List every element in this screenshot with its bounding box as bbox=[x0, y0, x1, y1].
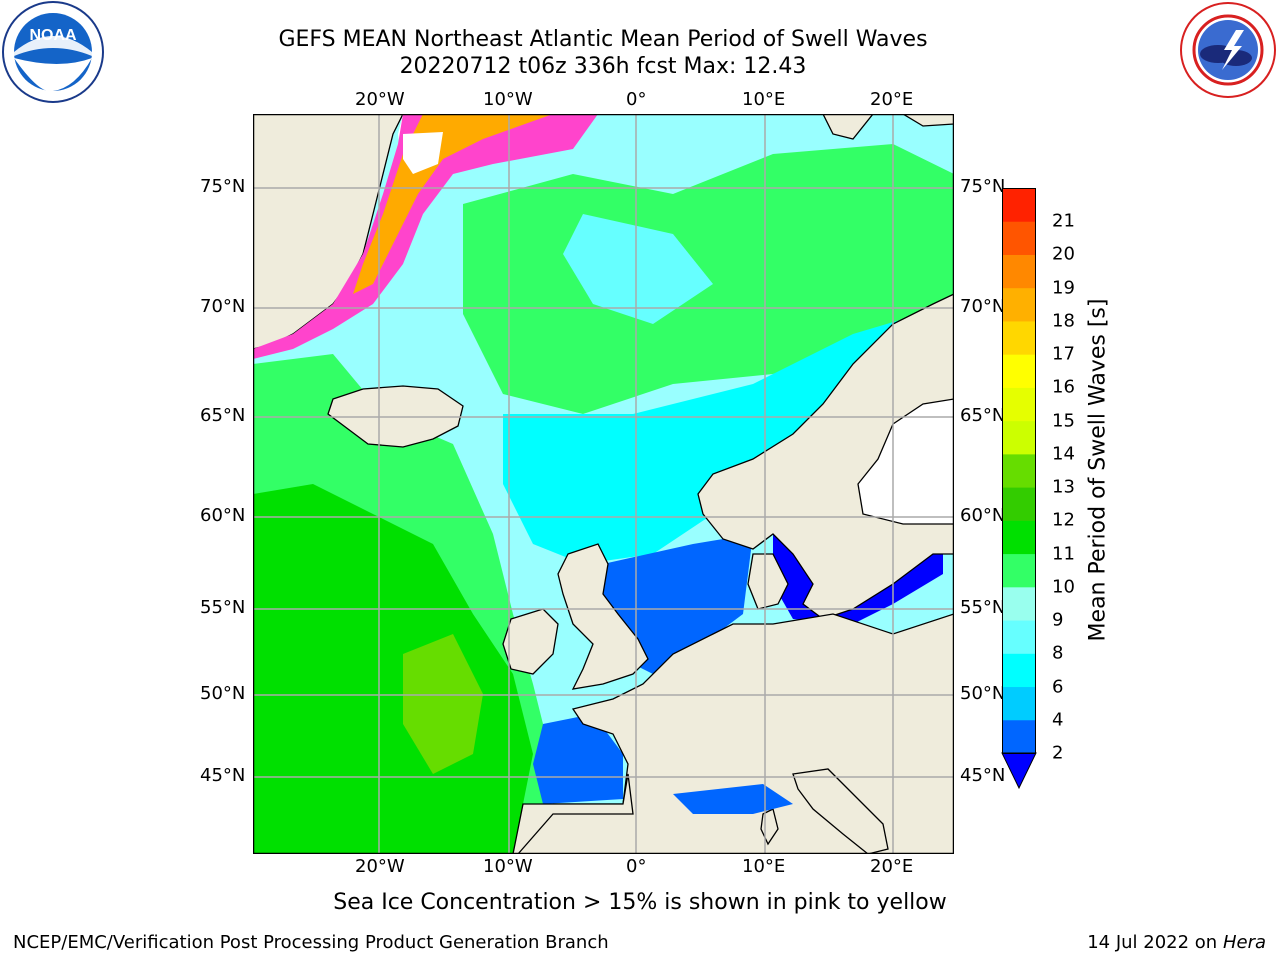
colorbar-tick-label: 17 bbox=[1052, 343, 1075, 365]
colorbar-segment bbox=[1002, 254, 1036, 289]
sea-ice-white-inner bbox=[403, 132, 443, 174]
swell-blue-biscay bbox=[533, 714, 623, 804]
graticule bbox=[253, 114, 954, 854]
lat-label-right: 50°N bbox=[960, 683, 1006, 704]
nws-logo bbox=[1180, 2, 1276, 98]
colorbar-segment bbox=[1002, 320, 1036, 355]
colorbar-segment bbox=[1002, 221, 1036, 255]
lat-label-left: 70°N bbox=[200, 296, 246, 317]
colorbar-segment bbox=[1002, 520, 1036, 555]
map-panel bbox=[253, 114, 954, 854]
land-ireland bbox=[502, 608, 559, 675]
noaa-logo: NOAA bbox=[2, 1, 104, 103]
colorbar-segment bbox=[1002, 620, 1036, 654]
footer-date: 14 Jul 2022 on Hera bbox=[1087, 932, 1266, 953]
land-italy bbox=[792, 768, 889, 854]
colorbar-tick-label: 10 bbox=[1052, 576, 1075, 598]
lon-label-top: 0° bbox=[626, 89, 647, 110]
colorbar-segment bbox=[1002, 653, 1036, 688]
lon-label-bottom: 10°W bbox=[483, 856, 533, 877]
colorbar bbox=[1001, 188, 1037, 790]
colorbar-tick-label: 20 bbox=[1052, 243, 1075, 265]
colorbar-tick-label: 6 bbox=[1052, 676, 1064, 698]
swell-yellowgreen bbox=[403, 634, 483, 774]
colorbar-tick-label: 16 bbox=[1052, 376, 1075, 398]
lat-label-left: 60°N bbox=[200, 505, 246, 526]
lat-label-right: 75°N bbox=[960, 176, 1006, 197]
lon-label-top: 10°W bbox=[483, 89, 533, 110]
swell-green-deep bbox=[253, 484, 533, 854]
colorbar-segment bbox=[1002, 719, 1036, 754]
lon-label-bottom: 20°W bbox=[355, 856, 405, 877]
colorbar-tick-label: 15 bbox=[1052, 410, 1075, 432]
colorbar-segment bbox=[1002, 586, 1036, 621]
land-iberia bbox=[512, 773, 634, 854]
colorbar-segment bbox=[1002, 553, 1036, 588]
footer-organization: NCEP/EMC/Verification Post Processing Pr… bbox=[13, 932, 609, 953]
colorbar-segment bbox=[1002, 354, 1036, 388]
swell-cyan-norway bbox=[503, 304, 954, 564]
lat-label-right: 70°N bbox=[960, 296, 1006, 317]
land-svalbard bbox=[822, 114, 874, 140]
colorbar-frame bbox=[1002, 188, 1036, 754]
lon-label-top: 20°E bbox=[870, 89, 914, 110]
colorbar-tick-label: 8 bbox=[1052, 642, 1064, 664]
lat-label-left: 50°N bbox=[200, 683, 246, 704]
colorbar-segment bbox=[1002, 387, 1036, 422]
land-denmark bbox=[747, 553, 789, 610]
colorbar-tick-label: 21 bbox=[1052, 210, 1075, 232]
lat-label-right: 45°N bbox=[960, 765, 1006, 786]
colorbar-segment bbox=[1002, 453, 1036, 488]
lon-label-bottom: 0° bbox=[626, 856, 647, 877]
lat-label-left: 45°N bbox=[200, 765, 246, 786]
footer-date-text: 14 Jul 2022 on bbox=[1087, 932, 1223, 953]
colorbar-tick-label: 13 bbox=[1052, 476, 1075, 498]
lat-label-left: 75°N bbox=[200, 176, 246, 197]
lon-label-bottom: 10°E bbox=[742, 856, 786, 877]
colorbar-segment bbox=[1002, 287, 1036, 322]
lat-label-right: 55°N bbox=[960, 597, 1006, 618]
title-line-2: 20220712 t06z 336h fcst Max: 12.43 bbox=[399, 54, 807, 79]
colorbar-segment bbox=[1002, 686, 1036, 721]
colorbar-extend-min bbox=[1001, 752, 1037, 790]
colorbar-tick-label: 14 bbox=[1052, 443, 1075, 465]
land-scandinavia bbox=[697, 293, 954, 620]
colorbar-tick-label: 12 bbox=[1052, 509, 1075, 531]
lat-label-left: 55°N bbox=[200, 597, 246, 618]
colorbar-tick-label: 11 bbox=[1052, 543, 1075, 565]
colorbar-tick-label: 18 bbox=[1052, 310, 1075, 332]
colorbar-segment bbox=[1002, 487, 1036, 521]
lat-label-left: 65°N bbox=[200, 405, 246, 426]
noaa-logo-text: NOAA bbox=[29, 27, 77, 44]
lon-label-bottom: 20°E bbox=[870, 856, 914, 877]
colorbar-segment bbox=[1002, 188, 1036, 222]
land-finland-white bbox=[857, 398, 954, 525]
swell-blue-med2 bbox=[673, 784, 793, 814]
lat-label-right: 60°N bbox=[960, 505, 1006, 526]
lon-label-top: 10°E bbox=[742, 89, 786, 110]
title-line-1: GEFS MEAN Northeast Atlantic Mean Period… bbox=[278, 27, 928, 52]
colorbar-title: Mean Period of Swell Waves [s] bbox=[1085, 298, 1111, 642]
lat-label-right: 65°N bbox=[960, 405, 1006, 426]
colorbar-tick-label: 2 bbox=[1052, 742, 1064, 764]
map-frame bbox=[253, 114, 954, 854]
sea-ice-pink bbox=[253, 114, 598, 359]
caption: Sea Ice Concentration > 15% is shown in … bbox=[333, 890, 947, 915]
footer-host: Hera bbox=[1222, 932, 1266, 953]
colorbar-tick-label: 19 bbox=[1052, 277, 1075, 299]
lon-label-top: 20°W bbox=[355, 89, 405, 110]
colorbar-tick-label: 9 bbox=[1052, 609, 1064, 631]
colorbar-segment bbox=[1002, 420, 1036, 455]
land-svalbard-2 bbox=[901, 114, 954, 127]
swell-cyan-patch bbox=[563, 214, 713, 324]
colorbar-tick-label: 4 bbox=[1052, 709, 1064, 731]
